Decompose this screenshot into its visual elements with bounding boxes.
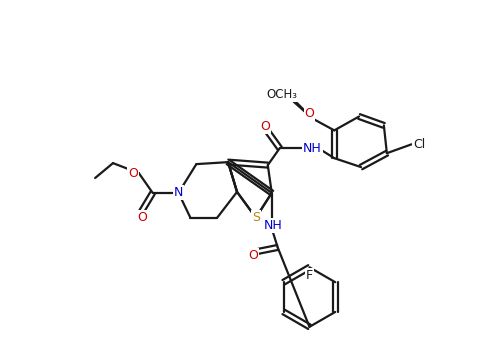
Text: O: O (304, 107, 314, 120)
Text: NH: NH (302, 142, 321, 155)
Text: O: O (128, 167, 137, 180)
Text: N: N (173, 186, 183, 200)
Text: NH: NH (263, 219, 282, 232)
Text: O: O (259, 120, 269, 133)
Text: O: O (248, 249, 257, 262)
Text: F: F (305, 269, 312, 282)
Text: O: O (136, 211, 146, 224)
Text: S: S (252, 211, 259, 224)
Text: OCH₃: OCH₃ (265, 88, 297, 101)
Text: OCH₃: OCH₃ (265, 88, 297, 101)
Text: Cl: Cl (413, 138, 425, 151)
Text: methyl: methyl (294, 94, 299, 95)
